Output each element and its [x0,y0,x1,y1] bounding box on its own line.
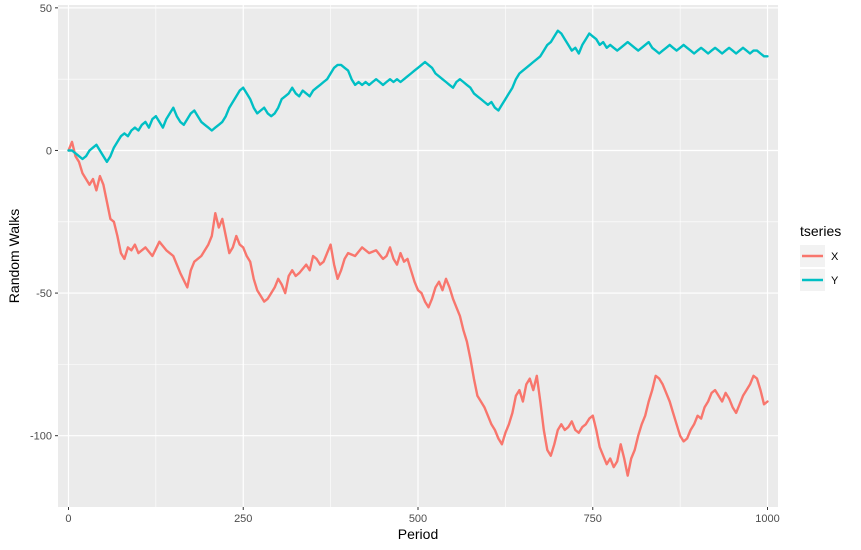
y-tick-label: 0 [46,145,52,157]
x-axis-title: Period [398,526,438,542]
y-axis-title: Random Walks [6,209,22,303]
series-line-x [67,140,769,477]
legend-label-x: X [831,251,839,263]
x-tick-label: 1000 [755,513,779,525]
y-tick-label: 50 [40,3,52,15]
x-tick-label: 0 [65,513,71,525]
y-axis: 50 0 -50 -100 [30,3,58,443]
series-line-y [67,29,769,164]
x-tick-label: 250 [234,513,252,525]
x-tick-label: 500 [409,513,427,525]
y-tick-label: -50 [36,288,52,300]
legend-title: tseries [800,223,841,239]
x-tick-label: 750 [584,513,602,525]
legend: tseries X Y [800,223,841,291]
y-tick-label: -100 [30,431,52,443]
series-layer [67,29,769,477]
x-axis: 0 250 500 750 1000 [65,507,780,525]
legend-label-y: Y [831,275,839,287]
